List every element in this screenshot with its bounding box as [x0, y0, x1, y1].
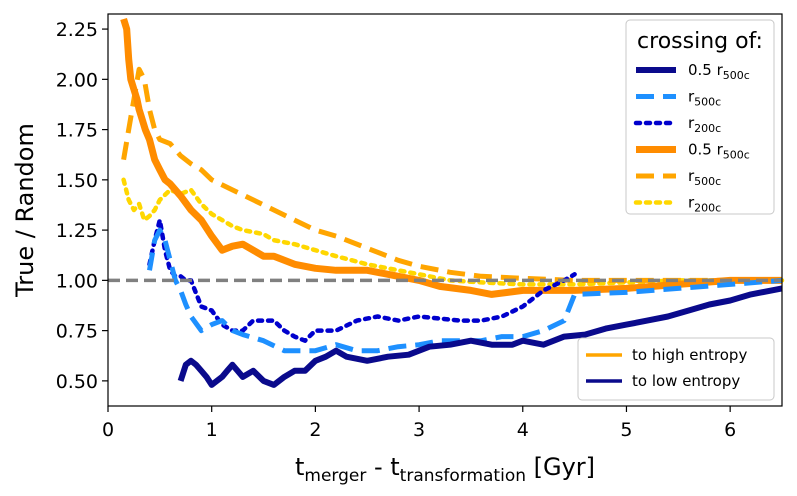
x-tick-label: 0 [102, 419, 114, 441]
x-label-subscript: transformation [400, 466, 526, 486]
x-tick-label: 6 [724, 419, 736, 441]
legend-entry-label: r200c [688, 114, 721, 135]
series-line-0 [121, 177, 785, 287]
legend-entropy-box [577, 337, 775, 401]
legend-crossing: crossing of: 0.5 r500c r500c r200c 0.5 r500c… [625, 19, 775, 215]
x-label-subscript: merger [304, 466, 366, 486]
legend-entropy: to high entropy to low entropy [577, 337, 775, 401]
legend-title: crossing of: [637, 29, 763, 54]
legend-entry-label: r500c [688, 167, 721, 188]
legend-entry-label: to low entropy [632, 372, 740, 390]
series-line-2 [120, 17, 782, 298]
legend-entry-label: 0.5 r500c [688, 141, 750, 162]
series-line-5 [177, 285, 783, 388]
plot-frame [107, 13, 783, 407]
legend-entry-label: r500c [688, 88, 721, 109]
legend-entry-label: 0.5 r500c [688, 61, 750, 82]
x-tick-label: 3 [413, 419, 425, 441]
x-label-part: - t [366, 453, 399, 481]
x-tick-label: 2 [309, 419, 321, 441]
legend-entry-label: to high entropy [632, 346, 747, 364]
x-tick-label: 4 [517, 419, 529, 441]
x-axis-label: tmerger - ttransformation [Gyr] [295, 453, 595, 486]
series-line-4 [147, 227, 783, 354]
y-tick-label: 0.75 [56, 321, 98, 343]
y-tick-label: 2.25 [56, 19, 98, 41]
y-tick-label: 1.50 [56, 170, 98, 192]
x-tick-label: 5 [620, 419, 632, 441]
x-label-part: [Gyr] [526, 453, 595, 481]
axis-ticks: 0 1 2 3 4 5 6 0.50 0.75 1.00 1.25 1.50 1.75 2.00 2.25 [56, 19, 737, 441]
x-label-part: t [295, 453, 304, 481]
y-axis-label: True / Random [11, 123, 39, 298]
y-tick-label: 1.75 [56, 120, 98, 142]
y-tick-label: 1.25 [56, 220, 98, 242]
y-tick-label: 2.00 [56, 69, 98, 91]
series-line-3 [147, 217, 577, 343]
legend-entry-label: r200c [688, 194, 721, 215]
x-tick-label: 1 [206, 419, 218, 441]
y-tick-label: 1.00 [56, 270, 98, 292]
y-tick-label: 0.50 [56, 371, 98, 393]
